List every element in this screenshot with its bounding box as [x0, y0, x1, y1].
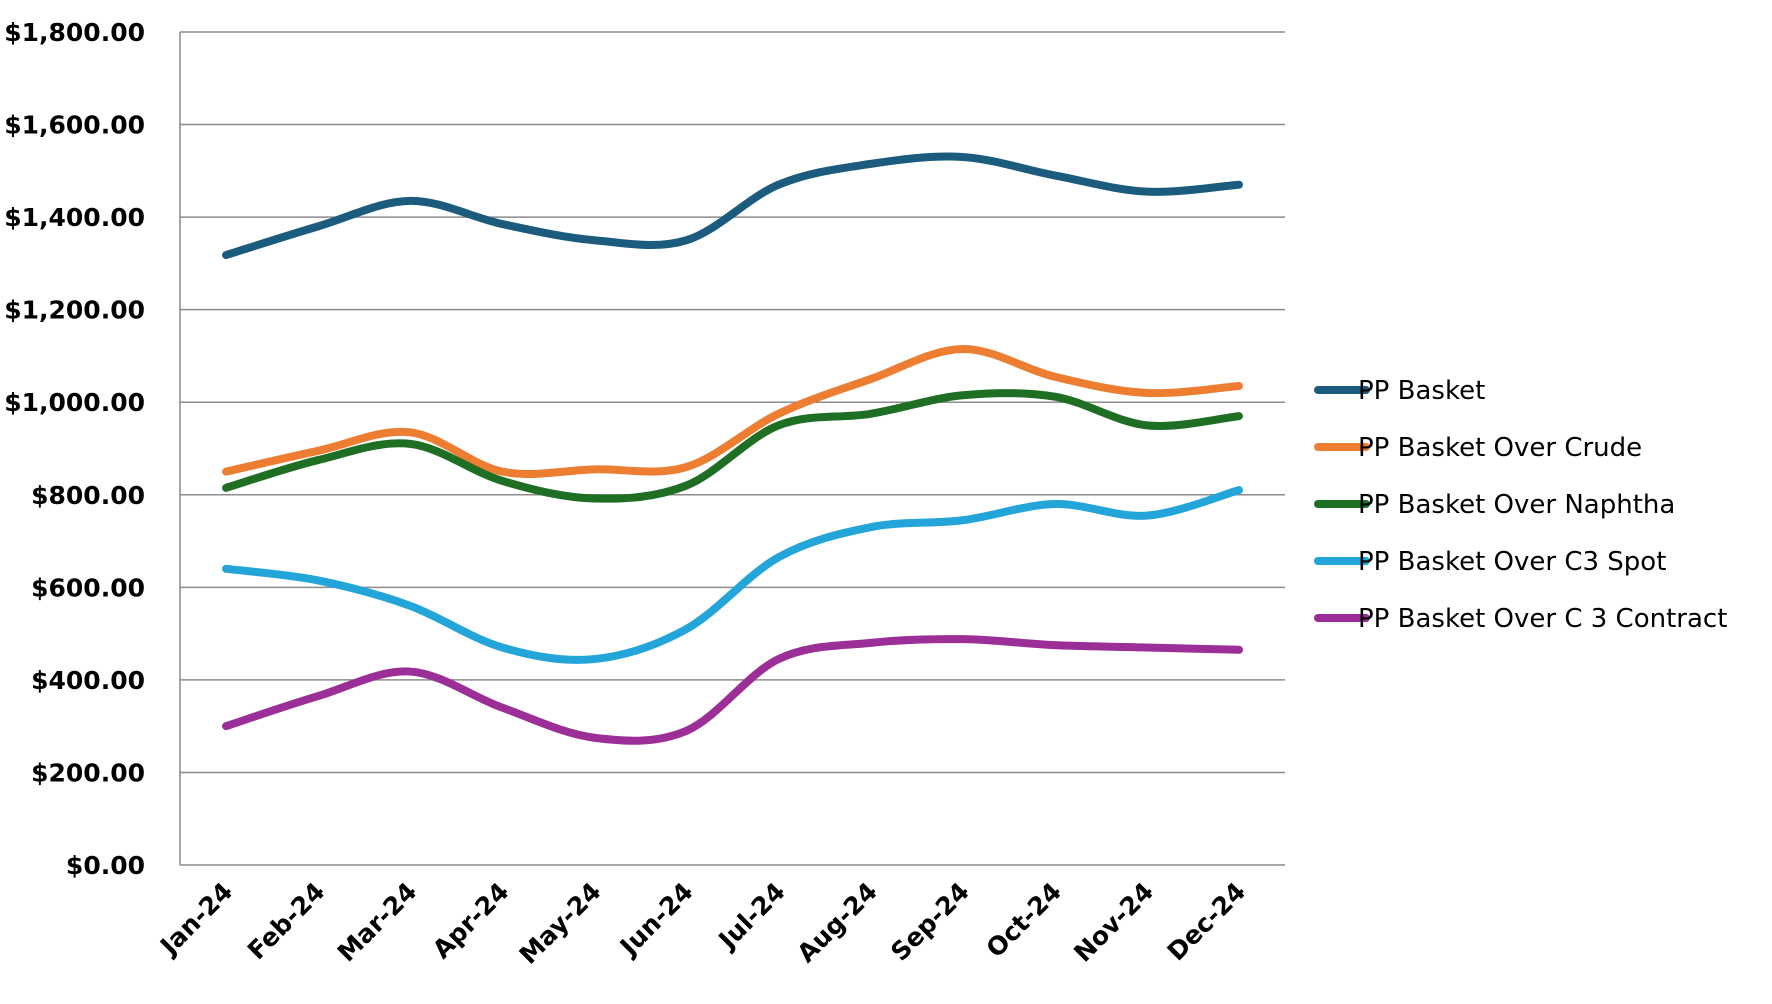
y-tick-label: $1,000.00: [4, 388, 145, 417]
x-tick-label: May-24: [514, 877, 607, 970]
x-tick-label: Nov-24: [1068, 877, 1159, 968]
y-tick-label: $1,600.00: [4, 111, 145, 140]
series-line: [222, 152, 1243, 260]
x-axis-tick-labels: Jan-24 Feb-24 Mar-24 Apr-24 May-24 Jun-24 Jul-…: [153, 877, 1251, 970]
legend-label: PP Basket Over Crude: [1358, 433, 1642, 463]
axes: [179, 32, 1285, 866]
y-tick-label: $200.00: [31, 758, 145, 787]
y-tick-label: $1,800.00: [4, 18, 145, 47]
x-tick-label: Jul-24: [712, 877, 791, 956]
x-tick-label: Apr-24: [427, 877, 515, 965]
series-lines: [222, 152, 1243, 745]
y-tick-label: $0.00: [66, 851, 145, 880]
y-tick-label: $800.00: [31, 481, 145, 510]
x-tick-label: Jun-24: [613, 877, 699, 963]
legend-label: PP Basket Over C3 Spot: [1358, 547, 1666, 577]
legend-label: PP Basket Over C 3 Contract: [1358, 604, 1727, 634]
series-line: [222, 345, 1243, 479]
y-tick-label: $600.00: [31, 573, 145, 602]
legend-label: PP Basket: [1358, 376, 1485, 406]
series-line: [222, 635, 1243, 745]
y-axis-tick-labels: $0.00 $200.00 $400.00 $600.00 $800.00 $1,000.…: [4, 18, 145, 880]
x-tick-label: Oct-24: [981, 877, 1067, 963]
x-tick-label: Feb-24: [242, 877, 330, 965]
series-line: [222, 389, 1243, 503]
gridlines: [180, 31, 1285, 774]
legend-label: PP Basket Over Naphtha: [1358, 490, 1675, 520]
x-tick-label: Jan-24: [153, 877, 238, 962]
series-line: [222, 486, 1243, 664]
x-tick-label: Dec-24: [1162, 877, 1252, 967]
x-tick-label: Mar-24: [332, 877, 423, 968]
x-tick-label: Sep-24: [885, 877, 975, 967]
y-tick-label: $400.00: [31, 666, 145, 695]
y-tick-label: $1,400.00: [4, 203, 145, 232]
legend: PP Basket PP Basket Over Crude PP Basket O…: [1314, 376, 1727, 634]
x-tick-label: Aug-24: [791, 877, 882, 968]
y-tick-label: $1,200.00: [4, 296, 145, 325]
